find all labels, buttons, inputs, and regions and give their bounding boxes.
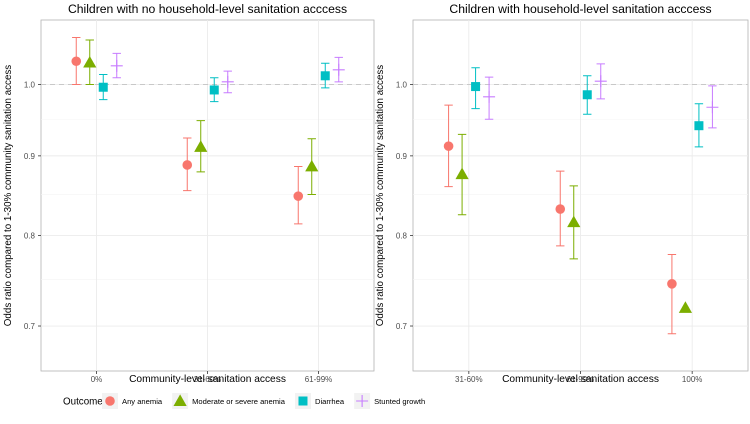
series-diarrhea bbox=[98, 62, 330, 103]
data-point bbox=[694, 121, 704, 131]
series-diarrhea bbox=[471, 67, 704, 148]
y-tick-label: 1.0 bbox=[24, 81, 36, 90]
data-point bbox=[332, 63, 345, 76]
x-tick-label: 61-99% bbox=[567, 375, 595, 384]
data-point bbox=[305, 159, 319, 172]
data-point bbox=[443, 141, 454, 151]
legend-label: Diarrhea bbox=[315, 397, 345, 406]
data-point bbox=[667, 279, 677, 289]
y-axis-label: Odds ratio compared to 1-30% community s… bbox=[375, 65, 386, 326]
data-point bbox=[209, 85, 219, 95]
data-point bbox=[555, 204, 566, 214]
data-point bbox=[471, 82, 481, 92]
series-moderate-or-severe-anemia bbox=[455, 133, 693, 313]
legend-label: Stunted growth bbox=[374, 397, 425, 406]
data-point bbox=[83, 55, 97, 68]
y-tick-label: 0.9 bbox=[24, 152, 36, 161]
data-point bbox=[594, 75, 607, 88]
data-point bbox=[98, 82, 108, 92]
x-tick-label: 61-99% bbox=[305, 375, 333, 384]
data-point bbox=[582, 90, 592, 100]
series-stunted-growth bbox=[483, 63, 719, 129]
legend-item-stunted-growth: Stunted growth bbox=[354, 393, 425, 409]
y-tick-label: 0.7 bbox=[396, 322, 408, 331]
x-axis-label: Community-level sanitation access bbox=[502, 374, 659, 385]
legend-marker bbox=[356, 395, 369, 407]
data-point bbox=[483, 90, 496, 103]
panel-title: Children with household-level sanitation… bbox=[449, 2, 711, 16]
data-point bbox=[71, 56, 82, 67]
series-any-anemia bbox=[71, 36, 304, 225]
chart-panel-2: 0.7 0.8 0.9 1.0 31-60% 61-99% 100% Children wit… bbox=[375, 2, 749, 385]
y-tick-label: 0.8 bbox=[24, 232, 36, 241]
data-point bbox=[678, 301, 693, 313]
legend-marker bbox=[298, 396, 308, 406]
data-point bbox=[293, 191, 304, 201]
data-point bbox=[110, 59, 123, 72]
data-point bbox=[320, 71, 330, 81]
legend: Outcome Any anemia Moderate or severe anem… bbox=[63, 393, 425, 409]
data-point bbox=[455, 167, 469, 180]
chart-panel-1: 0.7 0.8 0.9 1.0 0% 31-60% 61-99% Children with … bbox=[3, 2, 375, 385]
error-bar bbox=[667, 253, 677, 335]
y-tick-label: 0.8 bbox=[396, 232, 408, 241]
y-tick-label: 1.0 bbox=[396, 81, 408, 90]
x-axis-label: Community-level sanitation access bbox=[129, 374, 286, 385]
series-any-anemia bbox=[443, 104, 677, 335]
data-point bbox=[194, 140, 208, 152]
data-point bbox=[182, 160, 193, 170]
x-tick-label: 100% bbox=[682, 375, 702, 384]
y-tick-label: 0.9 bbox=[396, 152, 408, 161]
y-tick-label: 0.7 bbox=[24, 322, 36, 331]
legend-item-any-anemia: Any anemia bbox=[102, 393, 163, 409]
series-moderate-or-severe-anemia bbox=[83, 39, 319, 196]
x-tick-label: 0% bbox=[91, 375, 103, 384]
legend-title: Outcome bbox=[63, 397, 103, 408]
legend-marker bbox=[105, 396, 115, 406]
legend-marker bbox=[173, 394, 187, 406]
legend-item-diarrhea: Diarrhea bbox=[294, 393, 345, 409]
x-tick-label: 31-60% bbox=[455, 375, 483, 384]
legend-label: Moderate or severe anemia bbox=[192, 397, 286, 406]
x-tick-label: 31-60% bbox=[194, 375, 222, 384]
legend-item-moderate-or-severe-anemia: Moderate or severe anemia bbox=[172, 393, 286, 409]
legend-label: Any anemia bbox=[122, 397, 163, 406]
series-stunted-growth bbox=[110, 52, 345, 94]
panel-title: Children with no household-level sanitat… bbox=[68, 2, 347, 16]
data-point bbox=[706, 101, 719, 114]
data-point bbox=[567, 215, 581, 228]
data-point bbox=[221, 75, 234, 88]
y-axis-label: Odds ratio compared to 1-30% community s… bbox=[3, 65, 14, 326]
